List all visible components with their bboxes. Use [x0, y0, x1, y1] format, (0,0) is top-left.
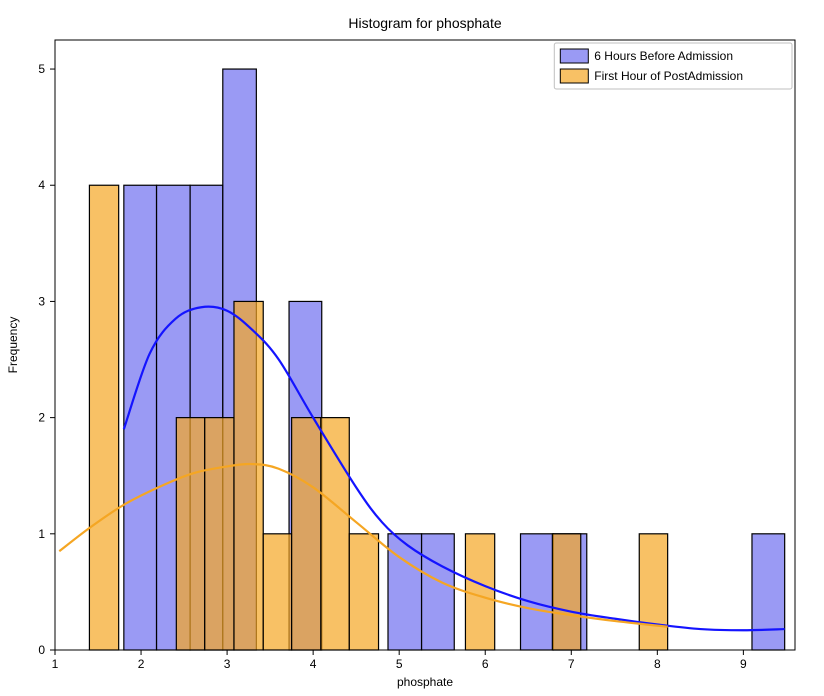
x-tick-label: 9 — [740, 657, 747, 671]
legend-label: First Hour of PostAdmission — [594, 69, 743, 83]
x-tick-label: 8 — [654, 657, 661, 671]
histogram-chart: 123456789012345phosphateFrequencyHistogr… — [0, 0, 824, 696]
y-tick-label: 2 — [38, 411, 45, 425]
x-axis-label: phosphate — [397, 675, 453, 689]
chart-title: Histogram for phosphate — [348, 15, 502, 31]
y-tick-label: 4 — [38, 178, 45, 192]
y-tick-label: 5 — [38, 62, 45, 76]
y-tick-label: 3 — [38, 294, 45, 308]
y-tick-label: 0 — [38, 643, 45, 657]
y-axis-label: Frequency — [6, 317, 20, 374]
x-tick-label: 2 — [138, 657, 145, 671]
y-tick-label: 1 — [38, 527, 45, 541]
x-tick-label: 1 — [52, 657, 59, 671]
legend: 6 Hours Before Admission First Hour of Po… — [554, 43, 792, 89]
chart-svg: 123456789012345phosphateFrequencyHistogr… — [0, 0, 824, 696]
x-tick-label: 7 — [568, 657, 575, 671]
x-tick-label: 5 — [396, 657, 403, 671]
legend-label: 6 Hours Before Admission — [594, 49, 733, 63]
x-tick-label: 3 — [224, 657, 231, 671]
x-tick-label: 6 — [482, 657, 489, 671]
x-tick-label: 4 — [310, 657, 317, 671]
